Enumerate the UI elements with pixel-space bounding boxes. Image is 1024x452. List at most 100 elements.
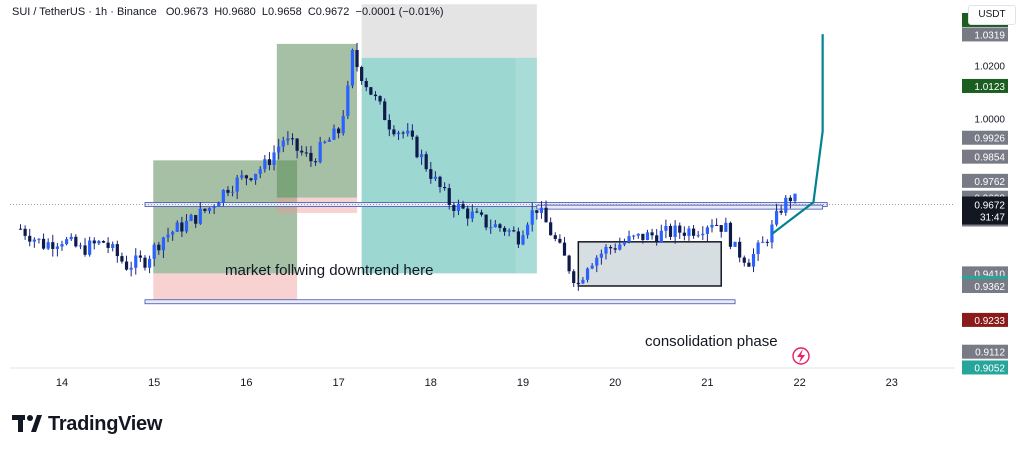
currency-selector[interactable]: USDT — [968, 5, 1016, 25]
symbol-label[interactable]: SUI / TetherUS · 1h · Binance — [12, 6, 157, 18]
candle-body — [60, 244, 64, 247]
candle-body — [221, 189, 225, 203]
candle-body — [300, 150, 304, 153]
candle-body — [254, 173, 258, 181]
candle-body — [401, 132, 405, 134]
candle-body — [682, 232, 686, 236]
price-tag-label: 0.9854 — [974, 153, 1005, 164]
bar-countdown: 31:47 — [980, 213, 1005, 224]
candle-body — [705, 227, 709, 234]
candle-body — [166, 234, 170, 238]
price-tag-label: 1.0319 — [974, 30, 1005, 41]
candle-body — [738, 241, 742, 258]
candle-body — [120, 256, 124, 262]
candle-body — [696, 235, 700, 237]
zone-gray-5 — [361, 4, 537, 58]
candle-body — [756, 242, 760, 254]
price-tag-bg — [962, 312, 1008, 327]
candle-body — [466, 208, 470, 219]
candle-body — [286, 138, 290, 141]
candle-body — [152, 244, 156, 259]
candle-body — [452, 204, 456, 211]
price-tag-label: 0.9233 — [974, 316, 1005, 327]
x-tick-label: 22 — [793, 377, 805, 389]
candle-body — [562, 242, 567, 256]
candle-body — [212, 206, 216, 208]
candle-body — [715, 224, 719, 226]
candle-body — [572, 271, 576, 283]
candle-body — [327, 139, 331, 142]
candle-body — [765, 241, 769, 243]
candle-body — [793, 193, 797, 202]
candle-body — [18, 228, 23, 230]
candle-body — [46, 242, 50, 249]
x-tick-label: 23 — [886, 377, 898, 389]
support-line-0 — [144, 202, 828, 207]
candle-body — [184, 220, 189, 232]
zone-teal-4 — [361, 57, 537, 274]
candle-body — [406, 130, 410, 134]
candle-body — [470, 211, 474, 219]
candle-body — [678, 225, 682, 233]
support-line-1 — [144, 299, 736, 305]
candle-body — [687, 228, 691, 236]
candle-body — [346, 85, 350, 116]
high-value: H0.9680 — [214, 6, 256, 18]
candle-body — [134, 255, 138, 268]
candle-body — [558, 238, 562, 243]
candle-body — [516, 231, 520, 245]
candle-body — [608, 247, 613, 249]
candle-body — [189, 215, 193, 221]
change-value: −0.0001 (−0.01%) — [355, 6, 444, 18]
candle-body — [281, 140, 285, 147]
candle-body — [419, 154, 424, 158]
candle-body — [429, 169, 433, 179]
x-tick-label: 14 — [56, 377, 68, 389]
price-tag-label: 0.9926 — [974, 134, 1005, 145]
brand-name: TradingView — [48, 412, 163, 435]
candle-body — [632, 235, 636, 237]
candle-body — [106, 242, 110, 248]
candle-body — [369, 87, 373, 95]
price-tag-bg — [962, 344, 1008, 359]
candle-body — [101, 240, 106, 243]
x-tick-label: 17 — [332, 377, 344, 389]
candle-body — [323, 141, 327, 143]
price-tag-label: 0.9410 — [974, 269, 1005, 280]
price-tag-label: 0.9112 — [975, 348, 1005, 359]
candle-body — [355, 49, 359, 68]
candle-body — [650, 232, 654, 236]
support-line-layer — [10, 202, 955, 305]
zone-box-6 — [577, 241, 722, 287]
candle-body — [318, 142, 322, 163]
price-tag-bg — [962, 360, 1008, 375]
candle-body — [378, 96, 382, 102]
candle-body — [129, 267, 133, 270]
candle-body — [719, 225, 723, 232]
price-tag-bg — [962, 149, 1008, 164]
candle-body — [65, 239, 69, 245]
candle-body — [337, 128, 341, 134]
candle-body — [295, 138, 299, 151]
candle-body — [350, 49, 355, 86]
candle-body — [198, 208, 202, 224]
price-tag-bg — [962, 130, 1008, 145]
candle-body — [138, 255, 142, 258]
candle-body — [83, 245, 87, 255]
candle-body — [180, 222, 184, 232]
candle-body — [701, 233, 705, 236]
close-value: C0.9672 — [307, 6, 350, 18]
candle-body — [217, 202, 221, 207]
candle-body — [258, 169, 262, 174]
candle-body — [392, 129, 396, 135]
candle-body — [456, 203, 461, 211]
candle-body — [484, 214, 488, 228]
projection-path — [771, 34, 824, 235]
open-value: O0.9673 — [165, 6, 209, 18]
y-tick-label: 1.0200 — [974, 62, 1005, 73]
tradingview-brand[interactable]: TradingView — [12, 410, 162, 438]
candle-body — [549, 222, 553, 236]
candle-body — [332, 128, 336, 140]
candle-body — [742, 257, 746, 263]
